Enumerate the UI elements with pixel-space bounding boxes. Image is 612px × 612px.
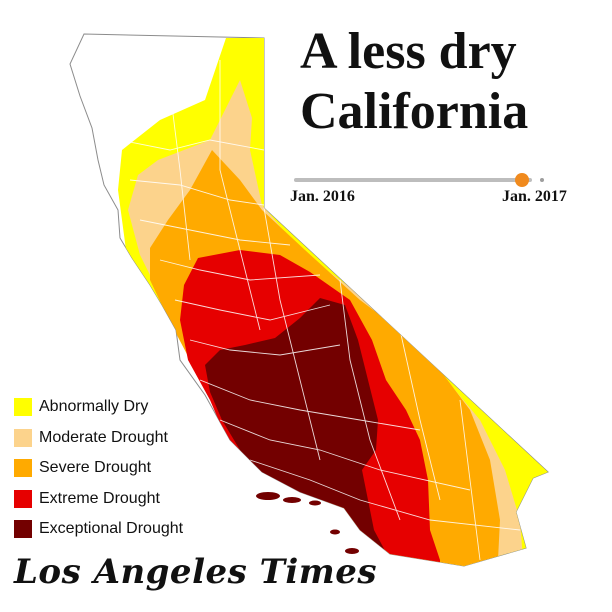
timeline-start-label: Jan. 2016 [290, 188, 355, 205]
channel-islands [256, 492, 359, 554]
timeline-end-dot [540, 178, 544, 182]
timeline-marker [515, 173, 530, 187]
page-title: A less dry California [300, 22, 600, 142]
legend-item-extreme-drought: Extreme Drought [14, 484, 183, 515]
legend-item-severe-drought: Severe Drought [14, 453, 183, 484]
legend: Abnormally Dry Moderate Drought Severe D… [14, 392, 183, 545]
county-boundaries [119, 60, 521, 561]
legend-swatch [14, 520, 32, 539]
legend-item-moderate-drought: Moderate Drought [14, 423, 183, 454]
legend-swatch [14, 398, 32, 417]
legend-swatch [14, 489, 32, 508]
legend-label: Severe Drought [39, 459, 152, 477]
zone-exceptional-drought [205, 298, 410, 566]
legend-label: Exceptional Drought [39, 520, 184, 538]
timeline-track [294, 178, 532, 182]
legend-swatch [14, 428, 32, 447]
legend-label: Abnormally Dry [39, 398, 149, 416]
title-line-2: California [300, 83, 529, 140]
legend-item-abnormally-dry: Abnormally Dry [14, 392, 183, 423]
legend-label: Moderate Drought [39, 428, 168, 446]
timeline-end-label: Jan. 2017 [502, 188, 567, 205]
timeline-slider: Jan. 2016 Jan. 2017 [290, 168, 590, 212]
legend-swatch [14, 459, 32, 478]
los-angeles-times-logo: Los Angeles Times [14, 552, 378, 592]
title-line-1: A less dry [300, 23, 517, 80]
legend-item-exceptional-drought: Exceptional Drought [14, 514, 183, 545]
legend-label: Extreme Drought [39, 489, 160, 507]
